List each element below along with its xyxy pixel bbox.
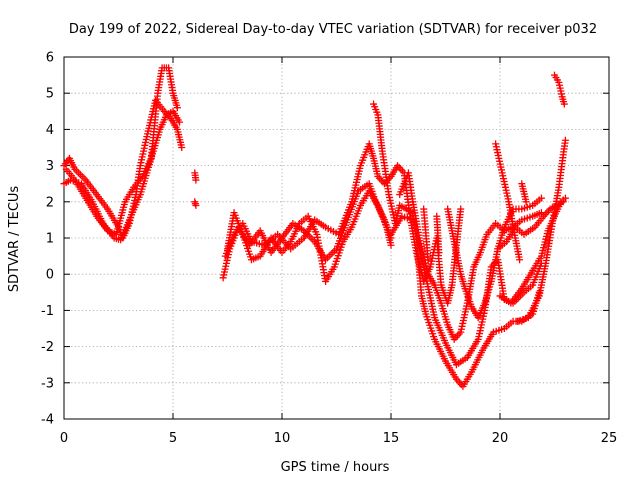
x-tick-label: 20: [492, 431, 509, 446]
y-tick-label: -2: [41, 340, 54, 355]
data-point: [387, 241, 395, 249]
x-tick-label: 15: [383, 431, 400, 446]
x-tick-label: 10: [274, 431, 291, 446]
data-point: [537, 194, 545, 202]
y-tick-label: 6: [46, 51, 54, 66]
y-tick-label: 0: [46, 268, 54, 283]
data-points: [60, 64, 569, 390]
y-tick-label: -4: [41, 413, 54, 428]
data-point: [192, 176, 200, 184]
data-point: [176, 118, 184, 126]
y-tick-labels: -4 -3 -2 -1 0 1 2 3 4 5 6: [41, 51, 54, 428]
data-point: [435, 248, 443, 256]
data-point: [457, 205, 465, 213]
x-tick-label: 0: [60, 431, 68, 446]
data-point: [560, 100, 568, 108]
data-point: [522, 198, 530, 206]
chart-title: Day 199 of 2022, Sidereal Day-to-day VTE…: [69, 22, 597, 37]
data-point: [173, 104, 181, 112]
x-tick-label: 5: [169, 431, 177, 446]
y-tick-label: 5: [46, 87, 54, 102]
data-point: [561, 136, 569, 144]
y-tick-label: 1: [46, 232, 54, 247]
data-point: [561, 194, 569, 202]
y-tick-label: -1: [41, 304, 54, 319]
x-axis-label: GPS time / hours: [281, 460, 390, 475]
y-axis-label: SDTVAR / TECUs: [7, 186, 22, 293]
data-point: [192, 201, 200, 209]
gridlines: [64, 57, 609, 419]
axis-ticks: [63, 56, 610, 420]
y-tick-label: 2: [46, 195, 54, 210]
plot-frame: [63, 56, 610, 420]
y-tick-label: -3: [41, 376, 54, 391]
x-tick-label: 25: [601, 431, 618, 446]
y-tick-label: 3: [46, 159, 54, 174]
data-point: [424, 256, 432, 264]
x-tick-labels: 0 5 10 15 20 25: [60, 431, 617, 446]
data-point: [516, 256, 524, 264]
y-tick-label: 4: [46, 123, 54, 138]
data-point: [178, 144, 186, 151]
